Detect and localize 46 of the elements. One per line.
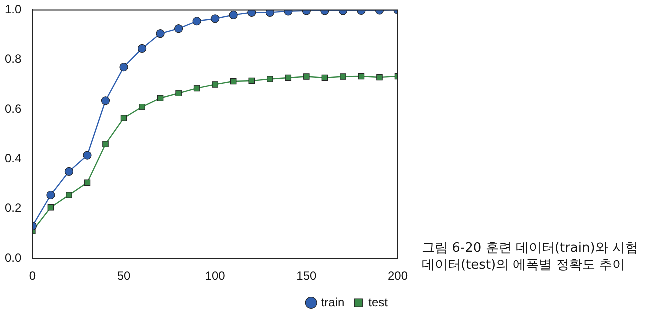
point	[230, 78, 237, 85]
point	[266, 10, 274, 17]
y-tick-label: 0.2	[4, 201, 22, 216]
y-tick-label: 1.0	[4, 2, 22, 17]
point	[174, 24, 184, 34]
point	[304, 74, 310, 80]
point	[64, 167, 74, 176]
point	[211, 14, 220, 24]
point	[322, 74, 328, 82]
y-tick-label: 0.4	[4, 152, 22, 166]
y-tick-label: 0.8	[4, 52, 22, 66]
y-tick-label: 0.0	[4, 250, 22, 265]
point	[84, 180, 91, 186]
point	[285, 74, 292, 82]
point	[248, 78, 255, 84]
point	[102, 141, 109, 148]
point	[48, 204, 54, 211]
legend-label: test	[368, 295, 389, 310]
x-tick-label: 0	[29, 269, 36, 284]
point	[194, 85, 200, 92]
x-tick-label: 50	[117, 269, 132, 284]
point	[248, 10, 256, 17]
caption: 그림 6-20 훈련 데이터(train)와 시험 데이터(test)의 에폭별 정확도 추이	[422, 240, 640, 274]
point	[120, 63, 128, 72]
point	[358, 73, 365, 80]
point	[340, 74, 346, 80]
legend-label: train	[321, 295, 345, 310]
x-tick-label: 150	[296, 269, 317, 284]
point	[157, 95, 164, 102]
point	[66, 192, 72, 198]
point	[212, 82, 218, 88]
point	[229, 10, 238, 20]
y-tick-label: 0.6	[4, 102, 22, 116]
x-tick-label: 200	[388, 269, 408, 284]
x-tick-label: 100	[205, 269, 226, 284]
point	[267, 76, 274, 82]
point	[101, 96, 110, 106]
point	[120, 115, 128, 122]
point	[192, 17, 202, 26]
point	[83, 151, 92, 160]
point	[46, 190, 56, 200]
point	[156, 30, 165, 38]
point	[376, 74, 383, 81]
point	[176, 90, 182, 97]
point	[138, 44, 147, 53]
point	[139, 104, 146, 110]
